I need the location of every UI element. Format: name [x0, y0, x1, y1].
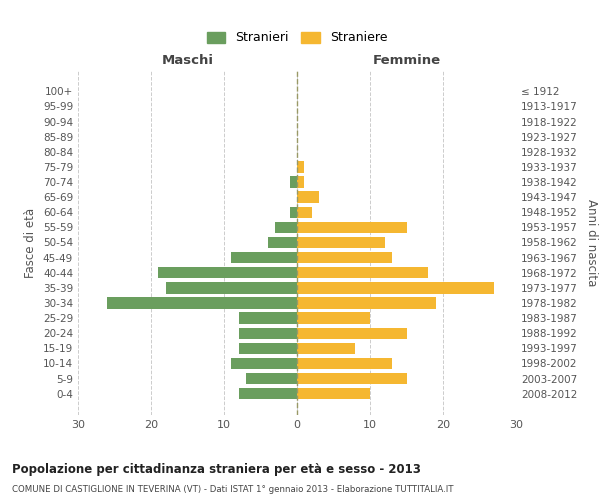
Y-axis label: Fasce di età: Fasce di età: [25, 208, 37, 278]
Bar: [297, 312, 370, 324]
Bar: [166, 282, 297, 294]
Bar: [239, 388, 297, 400]
Bar: [239, 312, 297, 324]
Bar: [246, 373, 297, 384]
Bar: [158, 267, 297, 278]
Bar: [290, 176, 297, 188]
Bar: [297, 252, 392, 264]
Bar: [107, 298, 297, 308]
Y-axis label: Anni di nascita: Anni di nascita: [584, 199, 598, 286]
Text: Popolazione per cittadinanza straniera per età e sesso - 2013: Popolazione per cittadinanza straniera p…: [12, 462, 421, 475]
Bar: [290, 206, 297, 218]
Bar: [268, 237, 297, 248]
Bar: [297, 388, 370, 400]
Bar: [297, 298, 436, 308]
Bar: [297, 222, 407, 233]
Bar: [297, 373, 407, 384]
Bar: [297, 358, 392, 369]
Bar: [297, 176, 304, 188]
Bar: [297, 162, 304, 172]
Bar: [297, 328, 407, 339]
Bar: [297, 282, 494, 294]
Bar: [297, 206, 311, 218]
Text: Maschi: Maschi: [161, 54, 214, 66]
Bar: [297, 192, 319, 203]
Bar: [297, 267, 428, 278]
Text: Femmine: Femmine: [373, 54, 440, 66]
Bar: [239, 342, 297, 354]
Legend: Stranieri, Straniere: Stranieri, Straniere: [206, 32, 388, 44]
Text: COMUNE DI CASTIGLIONE IN TEVERINA (VT) - Dati ISTAT 1° gennaio 2013 - Elaborazio: COMUNE DI CASTIGLIONE IN TEVERINA (VT) -…: [12, 485, 454, 494]
Bar: [297, 237, 385, 248]
Bar: [297, 342, 355, 354]
Bar: [275, 222, 297, 233]
Bar: [239, 328, 297, 339]
Bar: [232, 252, 297, 264]
Bar: [232, 358, 297, 369]
